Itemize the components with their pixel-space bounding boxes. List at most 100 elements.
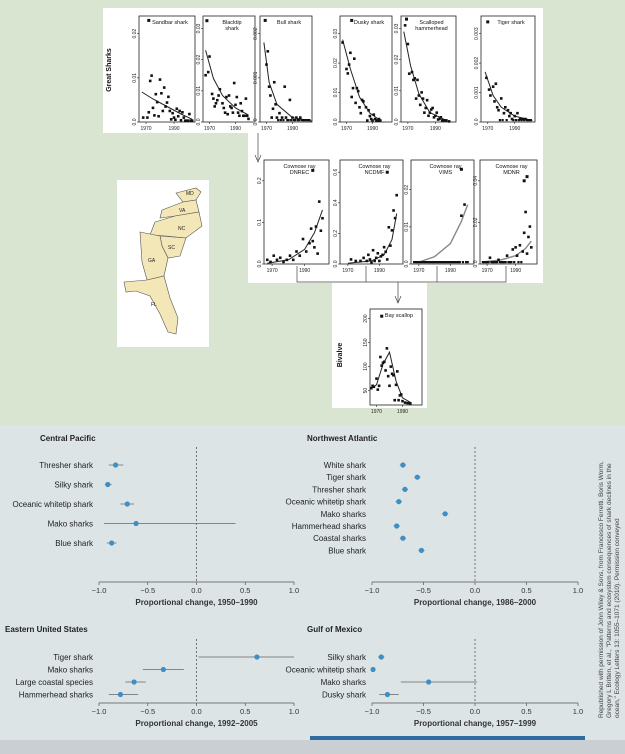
data-point	[410, 70, 414, 74]
state-md	[175, 187, 202, 203]
data-point-zero	[517, 119, 520, 122]
data-point	[425, 98, 429, 102]
data-point	[406, 42, 410, 46]
panel-frame-cownose-ray-dnrec	[263, 159, 330, 265]
estimate-dot	[117, 691, 124, 698]
data-point-zero	[529, 119, 533, 122]
y-tick-label: 0.01	[404, 222, 410, 232]
data-point-zero	[490, 261, 493, 264]
category-label: Silky shark	[327, 653, 367, 662]
data-point-zero	[466, 261, 469, 264]
map-label-fl: FL	[151, 302, 157, 308]
x-tick-label: 1970	[371, 409, 382, 415]
data-point	[239, 101, 242, 105]
data-point	[167, 95, 170, 99]
data-point	[298, 254, 302, 257]
data-point	[487, 88, 491, 91]
y-tick-label: 0.0	[474, 118, 480, 125]
y-tick-label: 0.02	[404, 185, 410, 195]
estimate-dot	[112, 462, 119, 468]
data-point	[148, 79, 152, 83]
data-point	[369, 117, 373, 121]
map-label-sc: SC	[168, 245, 175, 251]
panel-title-cownose-ray-mdnr: MDNR	[503, 170, 520, 176]
data-point	[154, 92, 158, 96]
y-tick-label: 0.003	[474, 27, 480, 40]
y-tick-label: 200	[363, 314, 369, 323]
estimate-dot	[402, 486, 408, 492]
data-point-zero	[297, 119, 301, 122]
data-point	[291, 258, 295, 262]
data-point-zero	[300, 119, 303, 122]
category-label: Oceanic whitetip shark	[13, 500, 94, 509]
estimate-dot	[124, 501, 130, 507]
data-point	[362, 100, 365, 103]
data-point	[497, 258, 500, 262]
data-point	[232, 81, 236, 85]
data-point	[172, 116, 176, 119]
data-point-zero	[508, 261, 512, 264]
data-point-zero	[308, 119, 311, 122]
data-point	[316, 252, 319, 255]
y-tick-label: 0.0	[473, 260, 479, 267]
data-point-zero	[431, 261, 435, 264]
forest-gulf-of-mexico: Gulf of Mexico −1.0 −0.5 0.0 0.5 1.0 Proportio…	[286, 625, 584, 728]
data-point	[505, 254, 509, 257]
panel-frame-cownose-ray-ncdmf	[339, 159, 404, 265]
x-tick-label: 1990	[168, 126, 179, 132]
data-point	[275, 116, 279, 119]
panel-title-cownose-ray-ncdmf: NCDMF	[365, 170, 385, 176]
data-point-zero	[436, 261, 439, 264]
data-point	[403, 401, 407, 404]
y-tick-label: 0.02	[132, 29, 138, 39]
data-point	[435, 111, 439, 114]
data-point	[349, 51, 352, 55]
data-point	[421, 97, 425, 100]
data-point	[367, 253, 370, 257]
data-point-zero	[491, 261, 494, 264]
data-point-zero	[447, 261, 450, 264]
data-point	[225, 95, 228, 99]
data-point-zero	[417, 261, 420, 264]
data-point	[513, 114, 517, 118]
category-label: Tiger shark	[326, 473, 367, 482]
data-point	[392, 373, 395, 377]
data-point-zero	[425, 261, 428, 264]
data-point-zero	[444, 261, 447, 264]
x-tick-label: 0.5	[240, 707, 250, 716]
data-point-zero	[430, 261, 433, 264]
data-point	[521, 250, 525, 253]
data-point	[214, 101, 218, 105]
great-sharks-label: Great Sharks	[106, 48, 113, 92]
panel-bay-scallop: Bay scallop 50 100 150 200 1970 1990	[363, 308, 423, 415]
data-point	[524, 210, 527, 214]
forest-central-pacific: Central Pacific −1.0 −0.5 0.0 0.5 1.0 Proporti…	[13, 434, 300, 607]
x-tick-label: 1970	[204, 126, 215, 132]
y-tick-label: 0.03	[394, 23, 400, 33]
data-point	[362, 256, 365, 260]
data-point	[521, 117, 525, 121]
data-point	[429, 108, 433, 111]
data-point-zero	[296, 119, 299, 122]
y-tick-label: 0.1	[257, 219, 263, 226]
data-point	[379, 355, 382, 359]
data-point	[146, 116, 149, 119]
fit-curve-cownose-ray-vims	[418, 204, 469, 263]
data-point-zero	[414, 261, 417, 264]
category-label: Coastal sharks	[313, 534, 366, 543]
data-point-zero	[455, 261, 458, 264]
data-point	[265, 63, 268, 66]
panel-frame-bull-shark	[259, 15, 313, 123]
forest-northwest-atlantic: Northwest Atlantic −1.0 −0.5 0.0 0.5 1.0 Propo…	[286, 434, 584, 607]
data-point	[460, 214, 463, 218]
data-point	[509, 111, 512, 115]
x-tick-label: 1.0	[573, 707, 583, 716]
forest-title-central-pacific: Central Pacific	[40, 434, 96, 443]
data-point	[267, 85, 271, 88]
data-point-zero	[277, 119, 280, 122]
panel-title-cownose-ray-dnrec: Cownose ray	[283, 164, 315, 170]
data-point	[162, 86, 166, 89]
data-point	[319, 229, 323, 233]
data-point	[227, 94, 231, 97]
